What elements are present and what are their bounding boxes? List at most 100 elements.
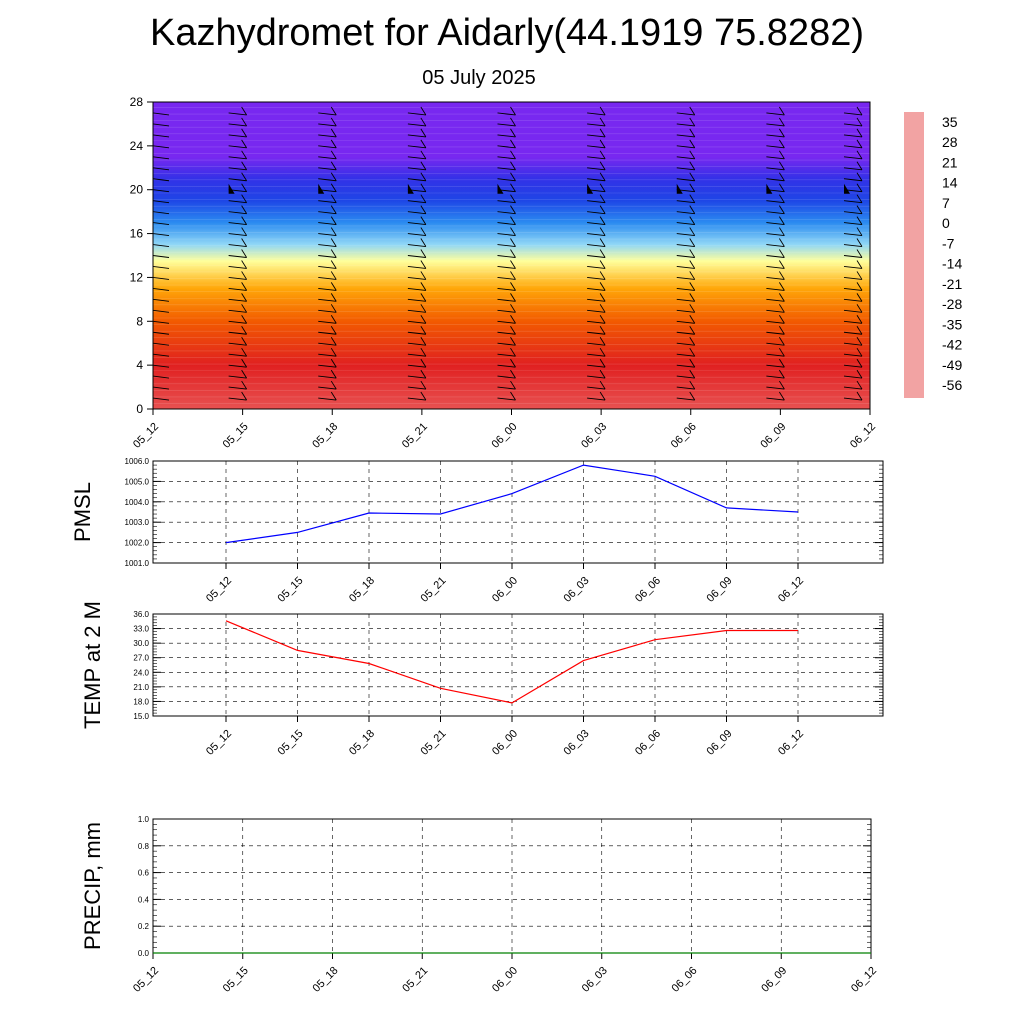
wind-barb-flag bbox=[599, 369, 606, 379]
wind-barb bbox=[676, 178, 695, 182]
wind-barb-flag bbox=[510, 150, 516, 160]
wind-barb-flag bbox=[241, 117, 248, 127]
wind-barb bbox=[676, 134, 695, 138]
wind-barb bbox=[318, 222, 337, 226]
y-tick-label: 30.0 bbox=[133, 639, 149, 648]
x-tick-label: 06_06 bbox=[633, 728, 663, 758]
wind-barb-flag bbox=[330, 249, 337, 258]
wind-barb-flag bbox=[330, 172, 337, 181]
wind-barb bbox=[587, 298, 606, 302]
wind-barb-flag bbox=[241, 227, 248, 236]
wind-barb-flag bbox=[420, 326, 427, 335]
wind-barb-flag bbox=[241, 183, 248, 192]
wind-barb bbox=[152, 255, 170, 258]
wind-barb-flag bbox=[420, 293, 427, 302]
wind-barb-flag bbox=[689, 271, 696, 280]
wind-barb bbox=[766, 222, 785, 226]
wind-barb bbox=[497, 244, 516, 247]
wind-barb bbox=[766, 123, 785, 127]
wind-barb bbox=[228, 309, 247, 313]
wind-barb bbox=[497, 266, 516, 269]
wind-barb-flag bbox=[856, 304, 863, 313]
wind-barb-flag bbox=[778, 238, 785, 247]
wind-barb bbox=[843, 353, 863, 357]
x-tick-label: 06_03 bbox=[579, 421, 609, 451]
wind-barb bbox=[318, 331, 337, 335]
wind-barb bbox=[228, 233, 247, 237]
axis-label: PRECIP, mm bbox=[80, 822, 105, 950]
wind-barb-flag bbox=[689, 347, 696, 357]
wind-barb bbox=[497, 364, 516, 368]
x-tick-label: 05_21 bbox=[419, 575, 449, 605]
colorbar-label: -14 bbox=[942, 256, 962, 272]
wind-barb-flag bbox=[856, 227, 863, 236]
x-tick-label: 05_12 bbox=[131, 421, 161, 451]
wind-barb-flag bbox=[420, 347, 427, 357]
wind-barb bbox=[152, 276, 170, 280]
wind-barb bbox=[407, 342, 426, 346]
wind-barb-flag bbox=[689, 315, 696, 324]
wind-barb bbox=[497, 178, 516, 182]
x-tick-label: 05_15 bbox=[221, 965, 251, 995]
wind-barb-flag bbox=[599, 194, 606, 203]
series-line bbox=[225, 620, 798, 704]
wind-barb bbox=[843, 167, 863, 171]
wind-barb bbox=[843, 309, 863, 313]
y-tick-label: 27.0 bbox=[133, 654, 149, 663]
wind-barb bbox=[766, 342, 785, 346]
wind-barb bbox=[587, 123, 606, 127]
wind-barb bbox=[766, 156, 785, 160]
wind-barb-flag bbox=[778, 172, 785, 181]
wind-barb bbox=[318, 276, 337, 280]
y-tick-label: 36.0 bbox=[133, 610, 149, 619]
wind-barb-flag bbox=[241, 293, 248, 302]
wind-barb bbox=[587, 364, 606, 368]
y-tick-label: 1005.0 bbox=[125, 477, 150, 486]
wind-barb bbox=[676, 156, 695, 160]
wind-barb-flag bbox=[599, 304, 606, 313]
wind-barb bbox=[766, 112, 785, 116]
axis-label: TEMP at 2 M bbox=[80, 601, 105, 729]
wind-barb bbox=[228, 287, 247, 291]
wind-barb bbox=[152, 134, 170, 138]
wind-barb bbox=[587, 375, 606, 379]
wind-barb bbox=[152, 386, 170, 390]
y-tick-label: 28 bbox=[130, 95, 144, 109]
wind-barb bbox=[152, 222, 170, 226]
wind-barb-flag bbox=[856, 139, 863, 149]
wind-barb-flag bbox=[778, 128, 785, 138]
wind-barb-flag bbox=[241, 369, 248, 379]
wind-barb-flag bbox=[856, 315, 863, 324]
x-tick-label: 05_12 bbox=[204, 575, 234, 605]
wind-barb-flag bbox=[856, 194, 863, 203]
wind-barb bbox=[407, 156, 426, 160]
y-tick-label: 15.0 bbox=[133, 712, 149, 721]
y-tick-label: 12 bbox=[130, 270, 144, 284]
x-tick-label: 06_00 bbox=[490, 965, 520, 995]
wind-barb bbox=[228, 156, 247, 160]
wind-barb-flag bbox=[778, 315, 785, 324]
x-tick-label: 06_09 bbox=[705, 575, 735, 605]
wind-pennant bbox=[497, 183, 504, 194]
wind-barb-flag bbox=[241, 139, 248, 149]
x-tick-label: 06_00 bbox=[490, 728, 520, 758]
wind-barb bbox=[318, 342, 337, 346]
colorbar-label: 7 bbox=[942, 195, 950, 211]
wind-barb bbox=[407, 364, 426, 368]
wind-barb bbox=[766, 320, 785, 324]
wind-barb-flag bbox=[778, 216, 785, 225]
wind-barb-flag bbox=[856, 150, 863, 160]
wind-barb bbox=[228, 276, 247, 280]
wind-barb bbox=[228, 112, 247, 116]
wind-barb-flag bbox=[599, 249, 606, 258]
wind-barb bbox=[587, 244, 606, 247]
wind-barb bbox=[676, 375, 695, 379]
wind-barb-flag bbox=[510, 128, 516, 138]
wind-barb-flag bbox=[856, 347, 863, 357]
x-tick-label: 05_21 bbox=[400, 421, 430, 451]
wind-barb bbox=[152, 342, 170, 346]
wind-barb bbox=[407, 200, 426, 204]
wind-barb bbox=[676, 331, 695, 335]
wind-barb-flag bbox=[689, 326, 696, 335]
wind-barb bbox=[228, 331, 247, 335]
